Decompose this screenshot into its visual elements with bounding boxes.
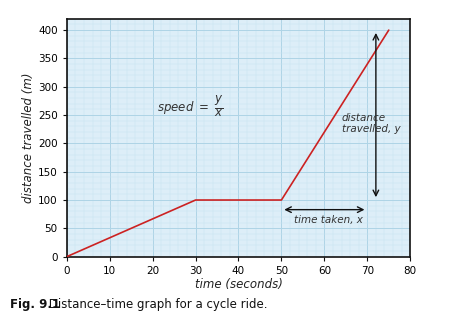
Text: distance
travelled, y: distance travelled, y <box>341 113 399 134</box>
Text: time taken, x: time taken, x <box>294 215 362 225</box>
Text: Distance–time graph for a cycle ride.: Distance–time graph for a cycle ride. <box>45 298 267 311</box>
Y-axis label: distance travelled (m): distance travelled (m) <box>22 73 35 203</box>
X-axis label: time (seconds): time (seconds) <box>194 279 282 291</box>
Text: Fig. 9.1: Fig. 9.1 <box>10 298 60 311</box>
Text: speed $=\ \dfrac{y}{x}$: speed $=\ \dfrac{y}{x}$ <box>157 94 223 119</box>
